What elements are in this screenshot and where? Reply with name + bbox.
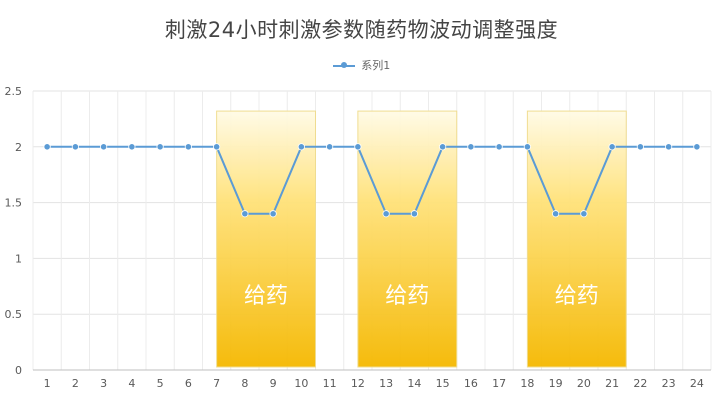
data-point (523, 143, 531, 151)
x-tick-label: 20 (577, 377, 591, 390)
x-tick-label: 17 (492, 377, 506, 390)
x-tick-label: 24 (690, 377, 704, 390)
y-tick-label: 1 (15, 252, 22, 265)
data-point (608, 143, 616, 151)
dosing-band-label: 给药 (385, 284, 429, 309)
x-tick-label: 6 (185, 377, 192, 390)
x-tick-label: 7 (213, 377, 220, 390)
x-tick-label: 18 (520, 377, 534, 390)
data-point (184, 143, 192, 151)
x-tick-label: 4 (128, 377, 135, 390)
data-point (552, 210, 560, 218)
x-tick-label: 19 (549, 377, 563, 390)
x-tick-label: 2 (72, 377, 79, 390)
x-tick-label: 3 (100, 377, 107, 390)
x-tick-label: 13 (379, 377, 393, 390)
legend-label: 系列1 (361, 59, 391, 72)
legend-swatch (332, 62, 355, 68)
series-line (47, 145, 697, 215)
data-point (665, 143, 673, 151)
data-point (410, 210, 418, 218)
data-point (636, 143, 644, 151)
dosing-band-label: 给药 (555, 284, 599, 309)
data-point (439, 143, 447, 151)
x-tick-label: 8 (241, 377, 248, 390)
y-tick-label: 1.5 (5, 197, 23, 210)
data-point (326, 143, 334, 151)
data-point (156, 143, 164, 151)
y-tick-label: 2 (15, 141, 22, 154)
data-point (43, 143, 51, 151)
y-tick-label: 2.5 (5, 85, 23, 98)
data-point (467, 143, 475, 151)
data-point (241, 210, 249, 218)
x-tick-label: 12 (351, 377, 365, 390)
data-point (269, 210, 277, 218)
x-tick-label: 1 (44, 377, 51, 390)
data-point (382, 210, 390, 218)
x-tick-label: 16 (464, 377, 478, 390)
data-point (495, 143, 503, 151)
y-tick-label: 0.5 (5, 308, 23, 321)
legend: 系列1 (0, 57, 723, 73)
x-tick-label: 11 (323, 377, 337, 390)
data-point (128, 143, 136, 151)
chart-title: 刺激24小时刺激参数随药物波动调整强度 (164, 18, 559, 42)
x-tick-label: 14 (407, 377, 421, 390)
x-tick-label: 15 (436, 377, 450, 390)
dosing-band-label: 给药 (244, 284, 288, 309)
x-tick-label: 22 (633, 377, 647, 390)
x-tick-label: 10 (294, 377, 308, 390)
y-tick-label: 0 (15, 364, 22, 377)
x-tick-label: 5 (157, 377, 164, 390)
x-tick-label: 21 (605, 377, 619, 390)
data-point (354, 143, 362, 151)
data-point (580, 210, 588, 218)
data-point (297, 143, 305, 151)
data-point (693, 143, 701, 151)
data-point (213, 143, 221, 151)
data-point (100, 143, 108, 151)
x-tick-label: 9 (270, 377, 277, 390)
x-tick-label: 23 (662, 377, 676, 390)
data-point (71, 143, 79, 151)
